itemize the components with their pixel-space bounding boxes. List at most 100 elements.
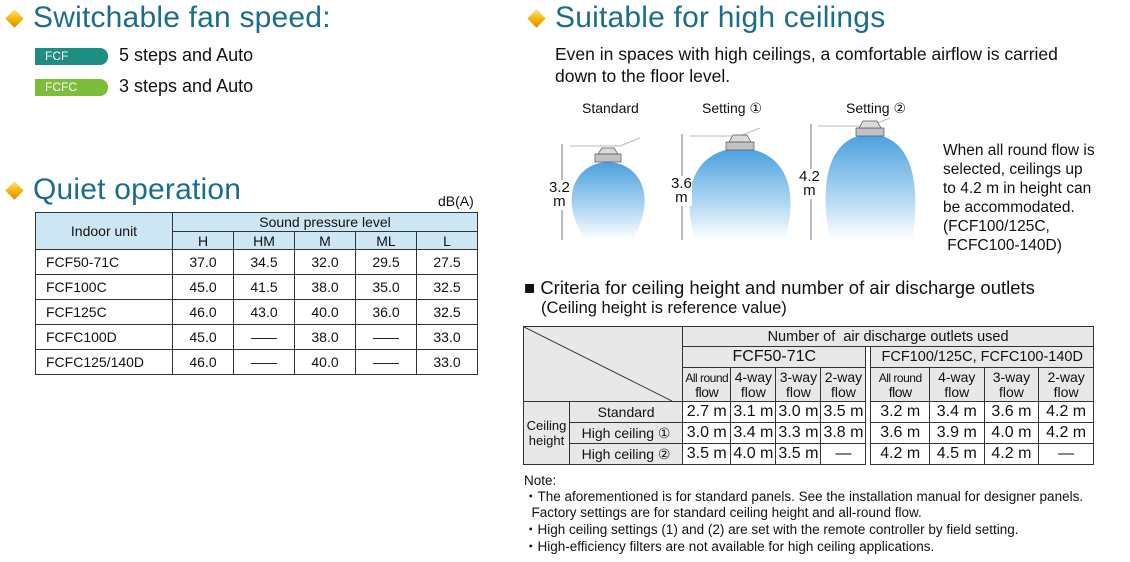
height-value: 3.6 — [671, 175, 692, 192]
flow-header-line: 3-way — [779, 368, 818, 385]
unit-cell: FCFC125/140D — [35, 349, 173, 375]
table-row: FCF50-71C 37.0 34.5 32.0 29.5 27.5 — [35, 249, 478, 275]
flow-header-line: flow — [695, 383, 719, 400]
group1-header: FCF50-71C — [682, 346, 867, 369]
value-cell: 33.0 — [416, 324, 478, 350]
flow-header-line: All round — [685, 370, 729, 385]
height-value: 4.2 — [799, 168, 820, 185]
high-ceiling-desc-line2: down to the floor level. — [555, 66, 731, 86]
flow-header: 3-way flow — [775, 367, 822, 402]
criteria-subtitle: (Ceiling height is reference value) — [541, 299, 787, 317]
flow-header: 3-way flow — [983, 367, 1040, 402]
criteria-title: ■ Criteria for ceiling height and number… — [524, 277, 1035, 298]
value-cell — [355, 349, 417, 375]
value-cell: 40.0 — [294, 299, 356, 325]
flow-header: All round flow — [870, 367, 930, 402]
section-bullet-icon — [527, 9, 546, 28]
row-group-line: height — [528, 433, 565, 448]
note-line: be accommodated. — [943, 199, 1075, 216]
flow-header-line: flow — [888, 383, 912, 400]
group2-header: FCF100/125C, FCFC100-140D — [870, 346, 1094, 369]
note-line: selected, ceilings up — [943, 161, 1083, 178]
flow-header: 4-way flow — [928, 367, 985, 402]
value-cell: 3.2 m — [870, 401, 930, 423]
note-line: ・High ceiling settings (1) and (2) are s… — [524, 522, 1019, 537]
value-cell: 29.5 — [355, 249, 417, 275]
value-cell — [233, 349, 295, 375]
value-cell: 32.0 — [294, 249, 356, 275]
high-ceiling-desc-line1: Even in spaces with high ceilings, a com… — [555, 44, 1058, 64]
indoor-unit-header: Indoor unit — [35, 212, 173, 250]
value-cell: 36.0 — [355, 299, 417, 325]
value-cell: 38.0 — [294, 274, 356, 300]
flow-header-line: All round — [878, 370, 922, 385]
value-cell: 32.5 — [416, 299, 478, 325]
outlets-header: Number of air discharge outlets used — [682, 325, 1094, 348]
row-group-line: Ceiling — [526, 418, 567, 433]
illustration-label-standard: Standard — [582, 100, 639, 116]
value-cell — [355, 324, 417, 350]
flow-header-line: 2-way — [1047, 368, 1085, 385]
fcf-fan-steps: 5 steps and Auto — [119, 45, 254, 65]
flow-header: 2-way flow — [1038, 367, 1094, 402]
value-cell: 3.4 m — [730, 422, 777, 444]
height-unit: m — [675, 189, 688, 206]
value-cell: 3.0 m — [775, 401, 822, 423]
flow-header: 4-way flow — [730, 367, 777, 402]
section-bullet-icon — [5, 181, 24, 200]
value-cell: 3.6 m — [983, 401, 1040, 423]
sound-level-header: Sound pressure level — [172, 212, 478, 232]
height-value: 3.2 — [549, 179, 570, 196]
ceiling-criteria-table: Number of air discharge outlets used FCF… — [522, 325, 1094, 465]
fan-speed-title: Switchable fan speed: — [33, 1, 331, 34]
ceiling-height-illustration — [561, 118, 916, 240]
flow-header-line: 2-way — [824, 368, 863, 385]
value-cell: 34.5 — [233, 249, 295, 275]
value-cell: 3.9 m — [928, 422, 985, 444]
value-cell: 45.0 — [172, 324, 234, 350]
note-line: (FCF100/125C, — [943, 218, 1050, 235]
fcfc-badge: FCFC — [35, 79, 108, 96]
quiet-title: Quiet operation — [33, 173, 242, 206]
note-line: Factory settings are for standard ceilin… — [524, 505, 922, 520]
row-label: High ceiling ② — [568, 443, 684, 465]
flow-header: All round flow — [682, 367, 732, 402]
setting-1-room-graphic — [681, 127, 791, 240]
notes-label: Note: — [524, 473, 557, 488]
value-cell: 37.0 — [172, 249, 234, 275]
not-available-dash — [251, 362, 277, 364]
flow-header-line: flow — [785, 383, 811, 400]
table-row: High ceiling ① 3.0 m 3.4 m 3.3 m 3.8 m 3… — [524, 422, 1094, 444]
note-line: FCFC100-140D) — [943, 237, 1062, 254]
level-header: ML — [355, 231, 417, 250]
value-cell: 3.6 m — [870, 422, 930, 444]
value-cell — [233, 324, 295, 350]
not-available-dash — [251, 337, 277, 339]
value-cell: 4.2 m — [1038, 422, 1094, 444]
flow-header-line: 4-way — [734, 368, 773, 385]
fcfc-fan-steps: 3 steps and Auto — [119, 76, 254, 96]
column-gap — [865, 346, 872, 368]
flow-header-line: flow — [998, 383, 1024, 400]
value-cell: 41.5 — [233, 274, 295, 300]
value-cell: 4.2 m — [1038, 401, 1094, 423]
unit-cell: FCF100C — [35, 274, 173, 300]
height-label-standard: 3.2 m — [549, 180, 570, 210]
flow-header-line: 3-way — [992, 368, 1031, 385]
table-row: FCF125C 46.0 43.0 40.0 36.0 32.5 — [35, 299, 478, 325]
level-header: HM — [233, 231, 295, 250]
all-round-flow-note: When all round flow is selected, ceiling… — [943, 141, 1095, 255]
value-cell: 4.2 m — [983, 443, 1040, 465]
height-label-setting-2: 4.2 m — [799, 169, 820, 199]
level-header: H — [172, 231, 234, 250]
flow-header: 2-way flow — [820, 367, 867, 402]
diagonal-divider — [524, 327, 672, 401]
ceiling-height-group: Ceiling height — [523, 401, 570, 465]
value-cell: 3.3 m — [775, 422, 822, 444]
flow-header-line: flow — [944, 383, 970, 400]
value-cell: 3.1 m — [730, 401, 777, 423]
flow-header-line: 4-way — [938, 368, 976, 385]
row-label: High ceiling ① — [568, 422, 684, 444]
value-cell: 4.2 m — [870, 443, 930, 465]
not-available-dash — [373, 362, 399, 364]
